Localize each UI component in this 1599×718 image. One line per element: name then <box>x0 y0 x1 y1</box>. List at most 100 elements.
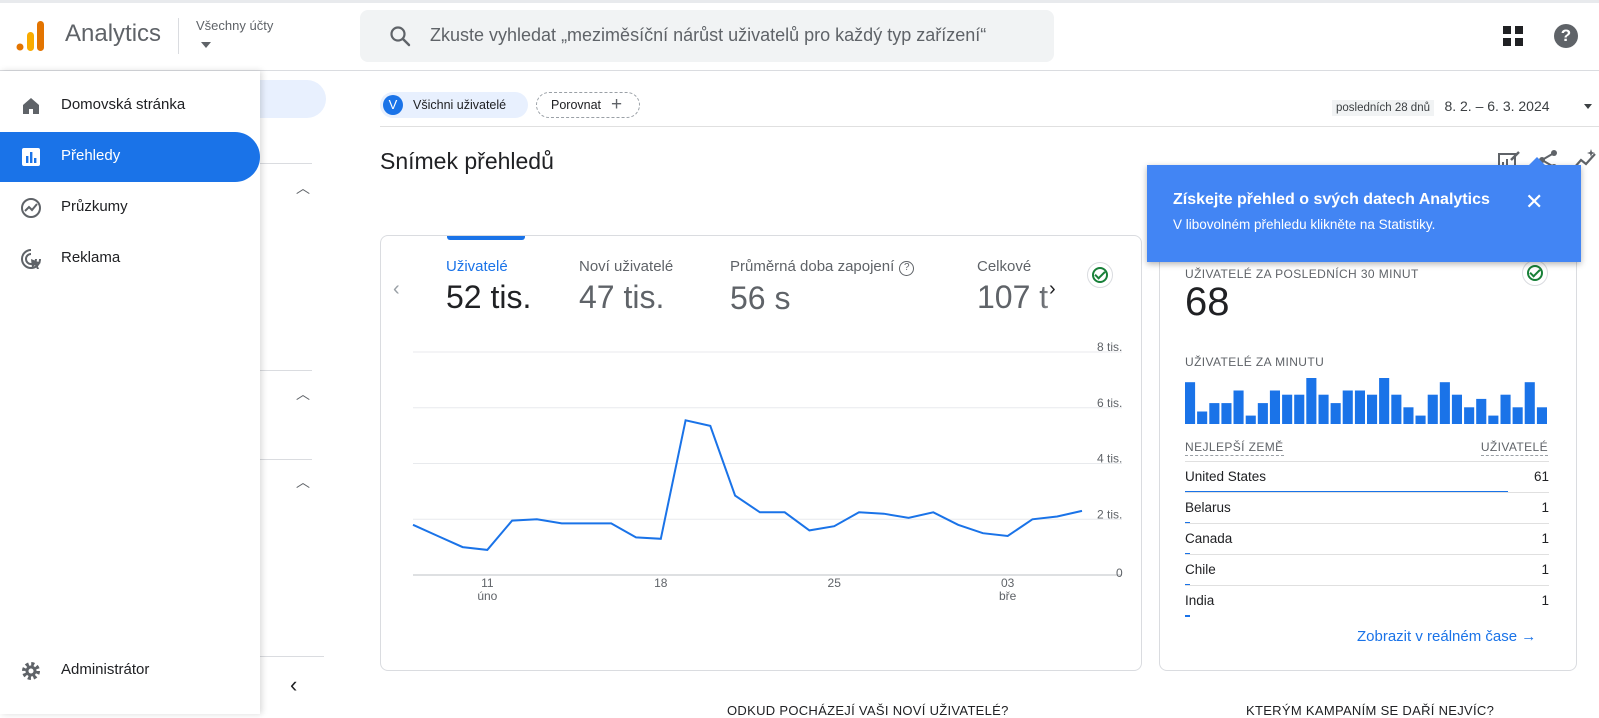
help-circle-icon[interactable]: ? <box>899 261 915 276</box>
compare-button[interactable]: Porovnat + <box>536 92 640 118</box>
search-input[interactable]: Zkuste vyhledat „meziměsíční nárůst uživ… <box>430 25 987 45</box>
chevron-up-icon[interactable]: ︿ <box>296 386 310 402</box>
segment-badge: V <box>383 95 403 115</box>
view-realtime-label: Zobrazit v reálném čase <box>1357 628 1518 645</box>
subnav-divider <box>260 459 312 460</box>
metric-label: Celkové <box>977 258 1032 275</box>
filter-divider <box>380 126 1599 127</box>
minute-bar <box>1330 403 1341 424</box>
search-icon <box>390 26 411 47</box>
y-tick-label: 2 tis. <box>1097 507 1122 521</box>
minute-bar <box>1403 407 1414 424</box>
metric-value: 52 tis. <box>446 279 532 315</box>
y-tick-label: 8 tis. <box>1097 340 1122 354</box>
nav-item-explore[interactable]: Průzkumy <box>0 183 260 233</box>
country-value: 1 <box>1541 531 1549 546</box>
x-tick-label: 18 <box>654 576 668 590</box>
country-row[interactable]: Belarus 1 <box>1185 492 1549 524</box>
metric-label: Uživatelé <box>446 258 508 275</box>
x-tick-label: 25 <box>828 576 842 590</box>
subnav-divider <box>260 163 312 164</box>
search-bar[interactable]: Zkuste vyhledat „meziměsíční nárůst uživ… <box>360 10 1054 62</box>
overview-card: ‹ Uživatelé 52 tis. Noví uživatelé 47 ti… <box>380 235 1142 671</box>
analytics-logo-icon[interactable] <box>16 20 46 52</box>
help-icon[interactable]: ? <box>1554 24 1578 48</box>
top-bar: Analytics Všechny účty Zkuste vyhledat „… <box>0 0 1599 71</box>
segment-label: Všichni uživatelé <box>413 98 507 112</box>
chevron-up-icon[interactable]: ︿ <box>296 474 310 490</box>
compare-label: Porovnat <box>551 98 602 112</box>
country-row[interactable]: Canada 1 <box>1185 523 1549 555</box>
data-quality-check-icon[interactable] <box>1087 262 1113 288</box>
nav-item-reports[interactable]: Přehledy <box>0 132 260 182</box>
country-share-bar <box>1185 615 1191 617</box>
chevron-left-icon[interactable]: ‹ <box>393 278 400 300</box>
metric-tab-engagement[interactable]: Průměrná doba zapojení? 56 s <box>730 258 915 317</box>
minute-bar <box>1209 403 1220 424</box>
countries-header: NEJLEPŠÍ ZEMĚ <box>1185 440 1284 456</box>
country-value: 1 <box>1541 500 1549 515</box>
minute-bar <box>1282 394 1293 424</box>
account-selector[interactable]: Všechny účty <box>196 18 274 33</box>
minute-bar <box>1257 403 1268 424</box>
subnav-divider <box>260 370 312 371</box>
minute-bar <box>1391 394 1402 424</box>
segment-chip[interactable]: V Všichni uživatelé <box>380 92 528 118</box>
per-minute-bar-chart <box>1185 378 1547 424</box>
minute-bar <box>1464 407 1475 424</box>
data-quality-check-icon[interactable] <box>1522 260 1548 286</box>
minute-bar <box>1536 407 1547 424</box>
tooltip-arrow <box>1529 157 1545 165</box>
minute-bar <box>1269 390 1280 424</box>
minute-bar <box>1379 378 1390 424</box>
chevron-down-icon[interactable] <box>1584 104 1592 109</box>
minute-bar <box>1488 415 1499 424</box>
date-range-picker[interactable]: posledních 28 dnů 8. 2. – 6. 3. 2024 <box>1332 98 1550 116</box>
realtime-card: UŽIVATELÉ ZA POSLEDNÍCH 30 MINUT 68 UŽIV… <box>1159 235 1577 671</box>
minute-bar <box>1233 390 1244 424</box>
x-tick-month-label: úno <box>477 589 497 603</box>
active-tab-indicator <box>447 236 525 240</box>
metric-tab-new-users[interactable]: Noví uživatelé 47 tis. <box>579 258 673 316</box>
minute-bar <box>1354 390 1365 424</box>
account-caret-icon[interactable] <box>201 42 211 48</box>
date-range-tag: posledních 28 dnů <box>1332 100 1434 116</box>
nav-item-home[interactable]: Domovská stránka <box>0 81 260 131</box>
nav-item-admin[interactable]: Administrátor <box>0 646 260 696</box>
view-realtime-link[interactable]: Zobrazit v reálném čase → <box>1357 628 1536 645</box>
metric-tab-users[interactable]: Uživatelé 52 tis. <box>446 258 531 316</box>
arrow-right-icon: → <box>1521 628 1537 645</box>
chevron-right-icon[interactable]: › <box>1049 278 1056 300</box>
country-name: Belarus <box>1185 500 1231 515</box>
metric-label: Průměrná doba zapojení <box>730 258 895 275</box>
plus-icon: + <box>611 94 623 115</box>
country-name: India <box>1185 593 1215 608</box>
nav-item-advertising[interactable]: Reklama <box>0 234 260 284</box>
minute-bar <box>1306 378 1317 424</box>
minute-bar <box>1185 382 1196 424</box>
close-icon[interactable]: ✕ <box>1525 189 1544 214</box>
insights-icon[interactable] <box>1573 148 1597 172</box>
metric-value: 47 tis. <box>579 279 665 315</box>
collapse-nav-icon[interactable]: ‹ <box>290 672 298 697</box>
gear-icon <box>22 662 40 680</box>
country-row[interactable]: India 1 <box>1185 585 1549 617</box>
country-value: 61 <box>1533 469 1549 484</box>
date-range-value: 8. 2. – 6. 3. 2024 <box>1444 98 1550 114</box>
metric-fade <box>1041 246 1081 326</box>
metric-tab-total[interactable]: Celkové 107 t <box>977 258 1048 316</box>
minute-bar <box>1500 394 1511 424</box>
country-row[interactable]: Chile 1 <box>1185 554 1549 586</box>
page-title: Snímek přehledů <box>380 148 554 174</box>
chevron-up-icon[interactable]: ︿ <box>296 180 310 196</box>
minute-bar <box>1512 407 1523 424</box>
minute-bar <box>1294 394 1305 424</box>
y-tick-label: 6 tis. <box>1097 396 1122 410</box>
country-row[interactable]: United States 61 <box>1185 461 1549 493</box>
apps-grid-icon[interactable] <box>1503 26 1523 46</box>
realtime-title: UŽIVATELÉ ZA POSLEDNÍCH 30 MINUT <box>1185 267 1419 281</box>
x-tick-label: 11 <box>481 576 494 590</box>
minute-bar <box>1367 394 1378 424</box>
minute-bar <box>1245 415 1256 424</box>
nav-item-label: Administrátor <box>61 661 150 678</box>
